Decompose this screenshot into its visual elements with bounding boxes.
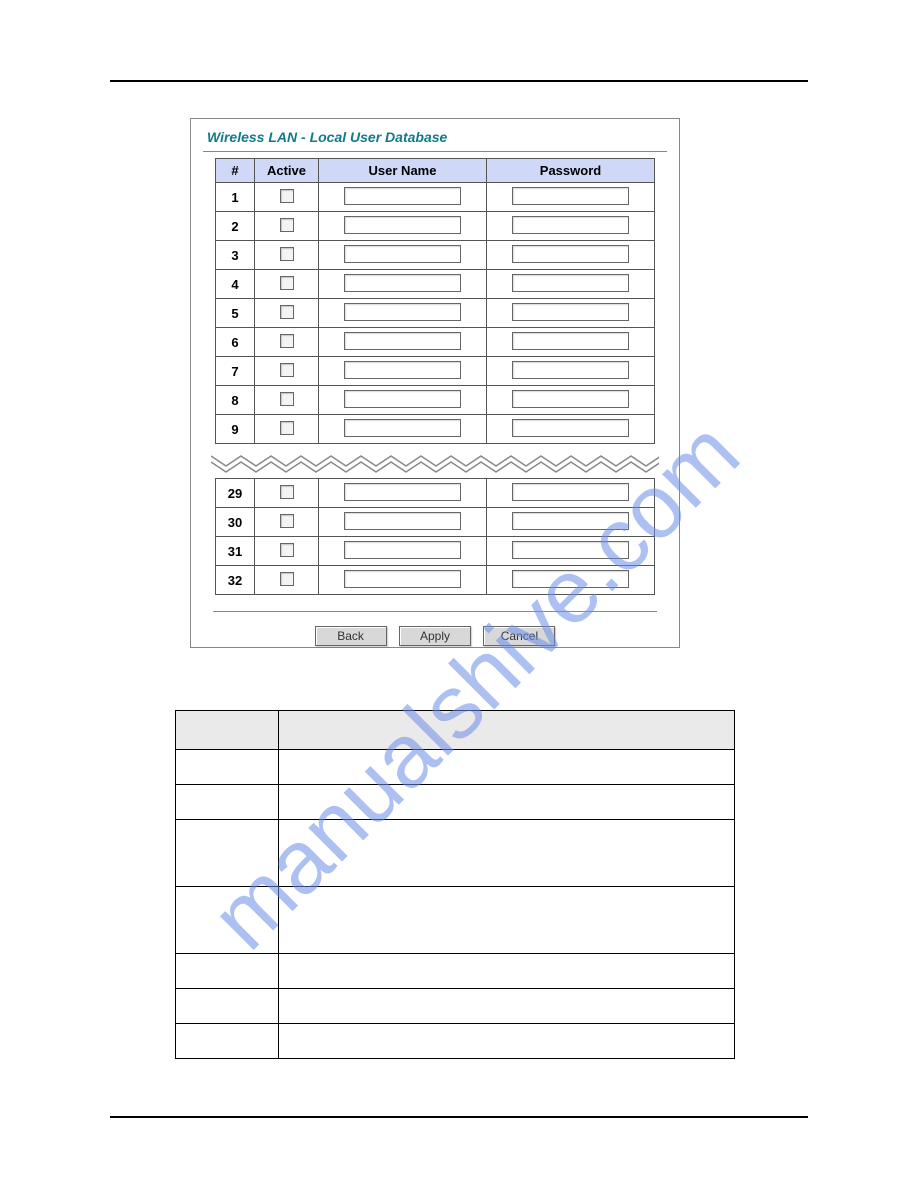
- password-input[interactable]: [512, 245, 629, 263]
- active-checkbox[interactable]: [280, 247, 294, 261]
- active-checkbox[interactable]: [280, 276, 294, 290]
- password-input[interactable]: [512, 216, 629, 234]
- username-input[interactable]: [344, 512, 461, 530]
- active-checkbox[interactable]: [280, 334, 294, 348]
- active-checkbox[interactable]: [280, 363, 294, 377]
- password-input[interactable]: [512, 419, 629, 437]
- desc-row: [176, 785, 735, 820]
- table-row: 31: [216, 537, 655, 566]
- password-input[interactable]: [512, 512, 629, 530]
- screenshot-body: # Active User Name Password 1 2 3 4 5 6 …: [203, 152, 667, 646]
- password-input[interactable]: [512, 274, 629, 292]
- desc-row: [176, 887, 735, 954]
- username-input[interactable]: [344, 216, 461, 234]
- active-checkbox[interactable]: [280, 305, 294, 319]
- username-input[interactable]: [344, 187, 461, 205]
- username-input[interactable]: [344, 419, 461, 437]
- table-row: 8: [216, 386, 655, 415]
- active-checkbox[interactable]: [280, 189, 294, 203]
- col-password: Password: [487, 159, 655, 183]
- col-active: Active: [255, 159, 319, 183]
- col-num: #: [216, 159, 255, 183]
- active-checkbox[interactable]: [280, 421, 294, 435]
- table-row: 6: [216, 328, 655, 357]
- desc-row: [176, 1024, 735, 1059]
- table-row: 4: [216, 270, 655, 299]
- password-input[interactable]: [512, 361, 629, 379]
- table-break-zigzag: [211, 446, 659, 476]
- description-table: [175, 710, 735, 1059]
- username-input[interactable]: [344, 361, 461, 379]
- password-input[interactable]: [512, 303, 629, 321]
- username-input[interactable]: [344, 570, 461, 588]
- user-table-bottom: 29 30 31 32: [215, 478, 655, 595]
- bottom-rule: [110, 1116, 808, 1118]
- active-checkbox[interactable]: [280, 543, 294, 557]
- username-input[interactable]: [344, 483, 461, 501]
- table-row: 5: [216, 299, 655, 328]
- username-input[interactable]: [344, 332, 461, 350]
- password-input[interactable]: [512, 483, 629, 501]
- active-checkbox[interactable]: [280, 572, 294, 586]
- desc-row: [176, 989, 735, 1024]
- active-checkbox[interactable]: [280, 485, 294, 499]
- password-input[interactable]: [512, 187, 629, 205]
- back-button[interactable]: Back: [315, 626, 387, 646]
- table-row: 1: [216, 183, 655, 212]
- table-row: 30: [216, 508, 655, 537]
- top-rule: [110, 80, 808, 82]
- password-input[interactable]: [512, 390, 629, 408]
- screenshot-title: Wireless LAN - Local User Database: [203, 127, 667, 152]
- username-input[interactable]: [344, 245, 461, 263]
- password-input[interactable]: [512, 332, 629, 350]
- username-input[interactable]: [344, 303, 461, 321]
- desc-row: [176, 750, 735, 785]
- table-row: 9: [216, 415, 655, 444]
- username-input[interactable]: [344, 274, 461, 292]
- config-screenshot: Wireless LAN - Local User Database # Act…: [190, 118, 680, 648]
- table-row: 29: [216, 479, 655, 508]
- active-checkbox[interactable]: [280, 392, 294, 406]
- table-row: 32: [216, 566, 655, 595]
- col-username: User Name: [319, 159, 487, 183]
- password-input[interactable]: [512, 541, 629, 559]
- username-input[interactable]: [344, 390, 461, 408]
- desc-header-row: [176, 711, 735, 750]
- table-row: 2: [216, 212, 655, 241]
- active-checkbox[interactable]: [280, 514, 294, 528]
- desc-row: [176, 820, 735, 887]
- button-row: Back Apply Cancel: [213, 611, 657, 646]
- desc-row: [176, 954, 735, 989]
- cancel-button[interactable]: Cancel: [483, 626, 555, 646]
- apply-button[interactable]: Apply: [399, 626, 471, 646]
- table-header-row: # Active User Name Password: [216, 159, 655, 183]
- desc-table: [175, 710, 735, 1059]
- user-table: # Active User Name Password 1 2 3 4 5 6 …: [215, 158, 655, 444]
- table-row: 7: [216, 357, 655, 386]
- password-input[interactable]: [512, 570, 629, 588]
- active-checkbox[interactable]: [280, 218, 294, 232]
- table-row: 3: [216, 241, 655, 270]
- username-input[interactable]: [344, 541, 461, 559]
